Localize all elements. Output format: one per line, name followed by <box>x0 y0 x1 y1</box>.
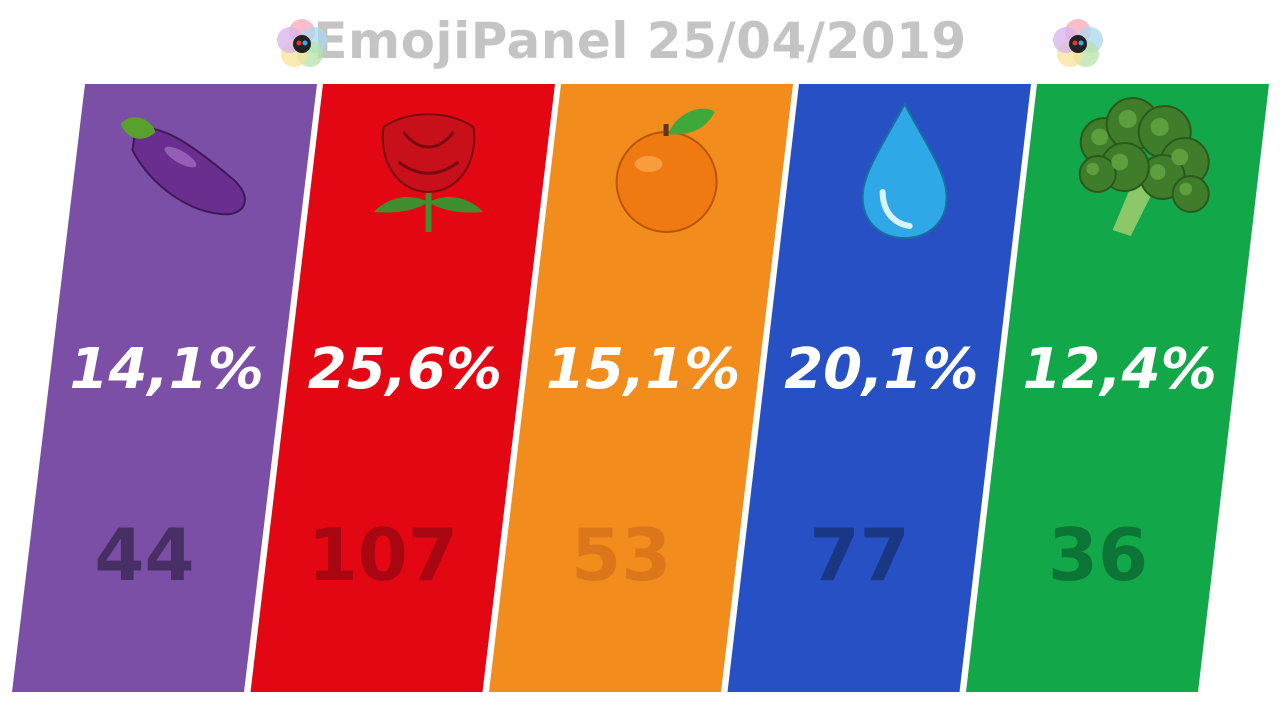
bar-broccoli <box>966 84 1269 692</box>
value-label: 12,4% <box>1022 337 1216 402</box>
bar-droplet <box>727 84 1031 692</box>
tangerine-icon <box>615 108 718 233</box>
seat-label: 36 <box>1048 513 1148 597</box>
broccoli-icon <box>1078 97 1210 236</box>
emojipanel-logo-icon <box>1053 19 1103 67</box>
seat-label: 107 <box>308 513 458 597</box>
bar-rose <box>250 84 555 692</box>
droplet-icon <box>861 101 948 240</box>
value-label: 25,6% <box>308 337 502 402</box>
value-label: 20,1% <box>784 337 978 402</box>
bar-eggplant <box>12 84 317 692</box>
seat-label: 44 <box>94 513 194 597</box>
value-label: 14,1% <box>70 337 264 402</box>
rose-icon <box>373 113 484 232</box>
page-title: EmojiPanel 25/04/2019 <box>313 12 967 70</box>
seat-label: 77 <box>810 513 910 597</box>
value-label: 15,1% <box>546 337 740 402</box>
eggplant-icon <box>120 117 246 216</box>
bar-tangerine <box>489 84 793 692</box>
seat-label: 53 <box>571 513 671 597</box>
emojipanel-logo-icon <box>277 19 327 67</box>
